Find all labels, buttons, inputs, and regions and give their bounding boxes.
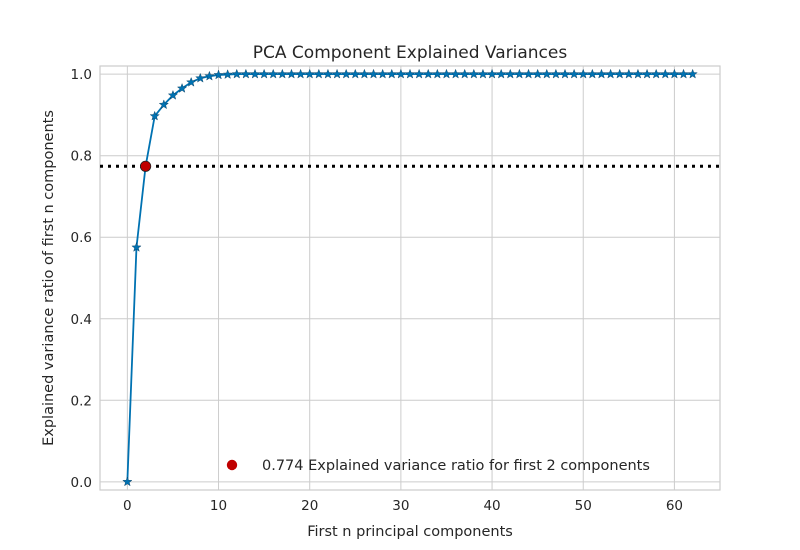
grid: [100, 66, 720, 490]
series-point: [669, 68, 680, 79]
series-point: [377, 68, 388, 79]
series-point: [268, 68, 279, 79]
series-point: [660, 68, 671, 79]
x-tick-label: 0: [123, 498, 132, 514]
highlight-point: [139, 160, 152, 172]
legend-marker: [226, 459, 238, 471]
series-point: [468, 68, 479, 79]
series-point: [240, 68, 252, 79]
y-tick-label: 1.0: [71, 67, 92, 83]
y-tick-label: 0.6: [71, 230, 92, 246]
x-tick-label: 30: [392, 498, 409, 514]
series-point: [304, 68, 315, 79]
series-point: [186, 76, 197, 87]
series-point: [386, 68, 397, 79]
series-point: [231, 68, 242, 79]
y-tick-label: 0.4: [71, 312, 92, 328]
series-point: [623, 68, 634, 79]
x-tick-label: 20: [301, 498, 318, 514]
series-point: [195, 72, 206, 83]
series-point: [277, 68, 288, 79]
y-tick-label: 0.8: [71, 149, 92, 165]
plot-area-frame: [99, 65, 721, 491]
tick-labels: 0 10 20 30 40 50 60 0.0 0.2 0.4 0.6 0.8 1.0: [71, 67, 683, 514]
series-point: [432, 68, 443, 79]
series-point: [496, 68, 507, 79]
series-point: [213, 69, 224, 80]
series-point: [614, 68, 625, 79]
series-point: [559, 68, 571, 79]
series-point: [423, 68, 434, 79]
series-point: [404, 68, 416, 79]
x-tick-label: 60: [666, 498, 683, 514]
series-point: [441, 68, 452, 79]
series-line: [126, 73, 693, 482]
series-point: [514, 68, 525, 79]
series-point: [632, 68, 644, 79]
series-point: [413, 68, 425, 79]
series-point: [158, 99, 169, 110]
x-tick-label: 40: [483, 498, 500, 514]
series-point: [459, 68, 470, 79]
series-point: [341, 68, 352, 79]
series-point: [258, 68, 270, 79]
series-point: [149, 110, 160, 121]
y-axis-label: Explained variance ratio of first n comp…: [41, 110, 57, 446]
series-point: [331, 68, 343, 79]
series-point: [131, 242, 142, 252]
series-point: [568, 68, 580, 79]
series-point: [122, 476, 133, 487]
series-point: [350, 68, 361, 79]
series-point: [523, 68, 534, 79]
series-point: [550, 68, 562, 79]
series-point: [176, 83, 188, 93]
y-tick-label: 0.2: [71, 393, 92, 409]
series-point: [286, 68, 297, 79]
x-tick-label: 10: [210, 498, 227, 514]
series-point: [605, 68, 616, 79]
series-point: [222, 69, 233, 79]
series-point: [687, 68, 698, 79]
series-point: [678, 68, 689, 79]
series-point: [204, 70, 215, 81]
x-axis-label: First n principal components: [307, 524, 513, 540]
series-point: [505, 68, 516, 79]
series-point: [532, 68, 543, 79]
chart-title: PCA Component Explained Variances: [253, 43, 568, 63]
series-point: [322, 68, 334, 79]
series-markers: [122, 68, 698, 487]
series-point: [359, 68, 370, 79]
series-point: [395, 68, 407, 79]
series-point: [249, 68, 261, 79]
series-point: [295, 68, 306, 79]
series-point: [450, 68, 461, 79]
legend-label: 0.774 Explained variance ratio for first…: [262, 458, 650, 474]
series-point: [167, 89, 179, 100]
series-point: [477, 68, 489, 79]
series-point: [651, 68, 662, 79]
series-point: [641, 68, 653, 79]
x-tick-label: 50: [575, 498, 592, 514]
legend: 0.774 Explained variance ratio for first…: [226, 458, 650, 474]
series-point: [541, 68, 552, 79]
series-point: [596, 68, 607, 79]
series-point: [587, 68, 598, 79]
series-point: [486, 68, 498, 79]
series-point: [313, 68, 324, 79]
series-point: [578, 68, 589, 79]
series-point: [368, 68, 379, 79]
y-tick-label: 0.0: [71, 475, 92, 491]
